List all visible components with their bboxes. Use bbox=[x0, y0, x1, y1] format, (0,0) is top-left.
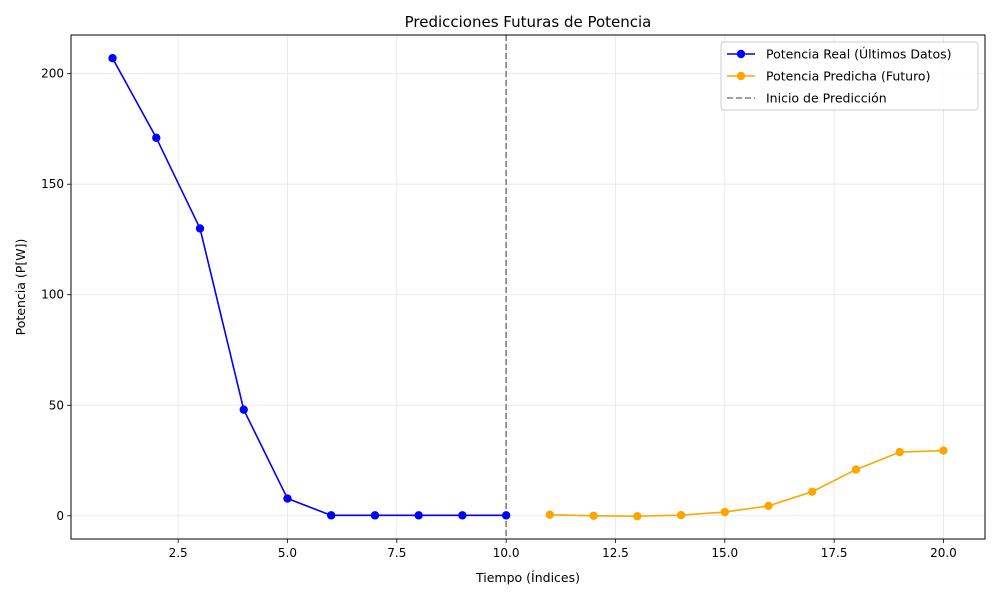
y-tick-label: 100 bbox=[41, 288, 64, 302]
x-tick-label: 2.5 bbox=[169, 546, 188, 560]
data-point bbox=[939, 446, 948, 455]
y-tick-label: 0 bbox=[56, 509, 64, 523]
plot-frame bbox=[70, 34, 986, 540]
chart-title: Predicciones Futuras de Potencia bbox=[405, 13, 652, 31]
data-point bbox=[327, 511, 336, 520]
x-axis: 2.5 5.0 7.5 10.0 12.5 15.0 17.5 20.0 bbox=[169, 539, 957, 560]
legend-label: Potencia Real (Últimos Datos) bbox=[766, 47, 952, 62]
data-point bbox=[239, 405, 248, 414]
series-line bbox=[549, 449, 944, 518]
data-point bbox=[108, 54, 117, 63]
y-axis-label: Potencia (P[W]) bbox=[13, 239, 28, 336]
y-tick-label: 150 bbox=[41, 177, 64, 191]
series-line bbox=[111, 57, 507, 517]
data-point bbox=[283, 494, 292, 503]
data-point bbox=[720, 507, 729, 517]
data-point bbox=[895, 447, 904, 457]
data-point bbox=[589, 511, 598, 520]
data-point bbox=[545, 510, 555, 519]
data-point bbox=[676, 510, 686, 520]
data-point bbox=[501, 511, 511, 520]
x-tick-label: 20.0 bbox=[930, 546, 957, 560]
data-point bbox=[414, 511, 423, 520]
data-point bbox=[764, 501, 773, 511]
legend-box bbox=[720, 41, 979, 111]
x-tick-label: 17.5 bbox=[821, 546, 848, 560]
grid bbox=[71, 35, 985, 539]
x-tick-label: 10.0 bbox=[493, 546, 520, 560]
data-point bbox=[851, 465, 861, 474]
y-axis: 0 50 100 150 200 bbox=[41, 67, 71, 523]
legend-label: Potencia Predicha (Futuro) bbox=[766, 69, 930, 84]
data-point bbox=[808, 487, 817, 496]
series-2 bbox=[545, 446, 948, 521]
legend: Potencia Real (Últimos Datos) Potencia Pr… bbox=[720, 41, 979, 111]
y-tick-label: 200 bbox=[41, 67, 64, 81]
legend-swatch-marker bbox=[736, 49, 746, 59]
x-tick-label: 7.5 bbox=[387, 546, 406, 560]
legend-label: Inicio de Predicción bbox=[766, 91, 887, 106]
data-point bbox=[152, 133, 161, 142]
series-1 bbox=[108, 54, 511, 520]
x-axis-label: Tiempo (Índices) bbox=[475, 570, 580, 585]
series-layer bbox=[108, 54, 948, 521]
x-tick-label: 5.0 bbox=[278, 546, 297, 560]
y-tick-label: 50 bbox=[49, 398, 64, 412]
data-point bbox=[458, 511, 467, 520]
x-tick-label: 12.5 bbox=[602, 546, 629, 560]
x-tick-label: 15.0 bbox=[711, 546, 738, 560]
data-point bbox=[370, 511, 380, 520]
legend-swatch-marker bbox=[736, 71, 746, 81]
data-point bbox=[195, 224, 205, 233]
data-point bbox=[633, 512, 642, 521]
